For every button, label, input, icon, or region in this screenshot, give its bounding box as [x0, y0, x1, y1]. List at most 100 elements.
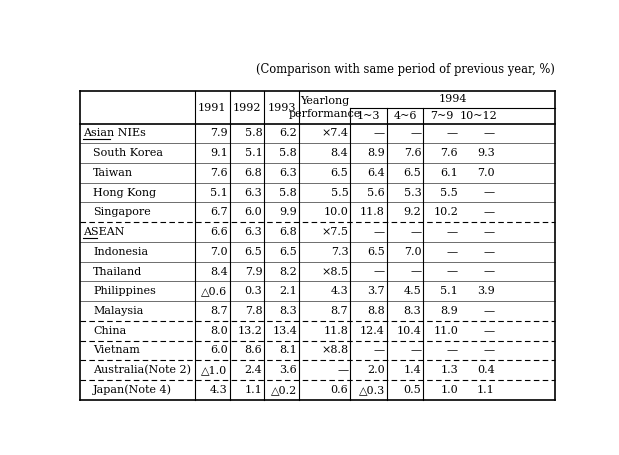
Text: 1.3: 1.3 [440, 365, 458, 375]
Text: 7.9: 7.9 [210, 128, 228, 138]
Text: 6.5: 6.5 [279, 247, 297, 257]
Text: 13.4: 13.4 [272, 326, 297, 336]
Text: 8.6: 8.6 [245, 345, 262, 355]
Text: —: — [483, 207, 495, 217]
Text: 6.3: 6.3 [279, 168, 297, 178]
Text: —: — [483, 187, 495, 197]
Text: 7.6: 7.6 [440, 148, 458, 158]
Text: 7.6: 7.6 [404, 148, 422, 158]
Text: ×7.5: ×7.5 [321, 227, 348, 237]
Text: △1.0: △1.0 [201, 365, 228, 375]
Text: 11.8: 11.8 [324, 326, 348, 336]
Text: 9.2: 9.2 [404, 207, 422, 217]
Text: Thailand: Thailand [93, 267, 142, 277]
Text: —: — [483, 345, 495, 355]
Text: 1994: 1994 [438, 95, 467, 105]
Text: △0.3: △0.3 [358, 385, 385, 395]
Text: 3.7: 3.7 [367, 286, 385, 296]
Text: 1.4: 1.4 [404, 365, 422, 375]
Text: 6.8: 6.8 [245, 168, 262, 178]
Text: 6.5: 6.5 [404, 168, 422, 178]
Text: 7.9: 7.9 [245, 267, 262, 277]
Text: (Comparison with same period of previous year, %): (Comparison with same period of previous… [256, 63, 555, 76]
Text: △0.6: △0.6 [201, 286, 228, 296]
Text: 9.1: 9.1 [210, 148, 228, 158]
Text: 5.8: 5.8 [279, 148, 297, 158]
Text: 6.5: 6.5 [367, 247, 385, 257]
Text: 0.3: 0.3 [245, 286, 262, 296]
Text: 4.5: 4.5 [404, 286, 422, 296]
Text: 5.5: 5.5 [440, 187, 458, 197]
Text: 6.5: 6.5 [245, 247, 262, 257]
Text: Australia(Note 2): Australia(Note 2) [93, 365, 191, 375]
Text: Indonesia: Indonesia [93, 247, 149, 257]
Text: 12.4: 12.4 [360, 326, 385, 336]
Text: 8.0: 8.0 [210, 326, 228, 336]
Text: —: — [374, 128, 385, 138]
Text: Taiwan: Taiwan [93, 168, 133, 178]
Text: 8.2: 8.2 [279, 267, 297, 277]
Text: Hong Kong: Hong Kong [93, 187, 157, 197]
Text: 10.0: 10.0 [324, 207, 348, 217]
Text: ASEAN: ASEAN [83, 227, 124, 237]
Text: 6.7: 6.7 [210, 207, 228, 217]
Text: —: — [410, 128, 422, 138]
Text: 0.6: 0.6 [331, 385, 348, 395]
Text: Philippines: Philippines [93, 286, 156, 296]
Text: 1~3: 1~3 [357, 111, 380, 121]
Text: 10~12: 10~12 [459, 111, 497, 121]
Text: 5.3: 5.3 [404, 187, 422, 197]
Text: 1.1: 1.1 [477, 385, 495, 395]
Text: —: — [483, 326, 495, 336]
Text: 6.4: 6.4 [367, 168, 385, 178]
Text: —: — [337, 365, 348, 375]
Text: 1.0: 1.0 [440, 385, 458, 395]
Text: Asian NIEs: Asian NIEs [83, 128, 145, 138]
Text: 1.1: 1.1 [245, 385, 262, 395]
Text: 11.8: 11.8 [360, 207, 385, 217]
Text: 7.6: 7.6 [210, 168, 228, 178]
Text: 3.6: 3.6 [279, 365, 297, 375]
Text: —: — [410, 267, 422, 277]
Text: 6.2: 6.2 [279, 128, 297, 138]
Text: 6.3: 6.3 [245, 227, 262, 237]
Text: 6.0: 6.0 [210, 345, 228, 355]
Text: —: — [483, 227, 495, 237]
Text: 5.1: 5.1 [210, 187, 228, 197]
Text: 9.3: 9.3 [477, 148, 495, 158]
Text: —: — [447, 247, 458, 257]
Text: 3.9: 3.9 [477, 286, 495, 296]
Text: 9.9: 9.9 [279, 207, 297, 217]
Text: 2.0: 2.0 [367, 365, 385, 375]
Text: 1993: 1993 [267, 102, 296, 112]
Text: 7.0: 7.0 [210, 247, 228, 257]
Text: 6.6: 6.6 [210, 227, 228, 237]
Text: South Korea: South Korea [93, 148, 163, 158]
Text: —: — [447, 267, 458, 277]
Text: 8.7: 8.7 [331, 306, 348, 316]
Text: —: — [410, 345, 422, 355]
Text: 7.0: 7.0 [477, 168, 495, 178]
Text: 13.2: 13.2 [238, 326, 262, 336]
Text: 10.2: 10.2 [433, 207, 458, 217]
Text: —: — [447, 227, 458, 237]
Text: 7~9: 7~9 [430, 111, 453, 121]
Text: 1991: 1991 [198, 102, 227, 112]
Text: 5.6: 5.6 [367, 187, 385, 197]
Text: 5.1: 5.1 [440, 286, 458, 296]
Text: 6.8: 6.8 [279, 227, 297, 237]
Text: 8.1: 8.1 [279, 345, 297, 355]
Text: Singapore: Singapore [93, 207, 151, 217]
Text: ×7.4: ×7.4 [321, 128, 348, 138]
Text: Japan(Note 4): Japan(Note 4) [93, 384, 172, 395]
Text: —: — [447, 128, 458, 138]
Text: —: — [483, 267, 495, 277]
Text: —: — [374, 267, 385, 277]
Text: 11.0: 11.0 [433, 326, 458, 336]
Text: 6.5: 6.5 [331, 168, 348, 178]
Text: 10.4: 10.4 [397, 326, 422, 336]
Text: 2.1: 2.1 [279, 286, 297, 296]
Text: ×8.8: ×8.8 [321, 345, 348, 355]
Text: 8.8: 8.8 [367, 306, 385, 316]
Text: ×8.5: ×8.5 [321, 267, 348, 277]
